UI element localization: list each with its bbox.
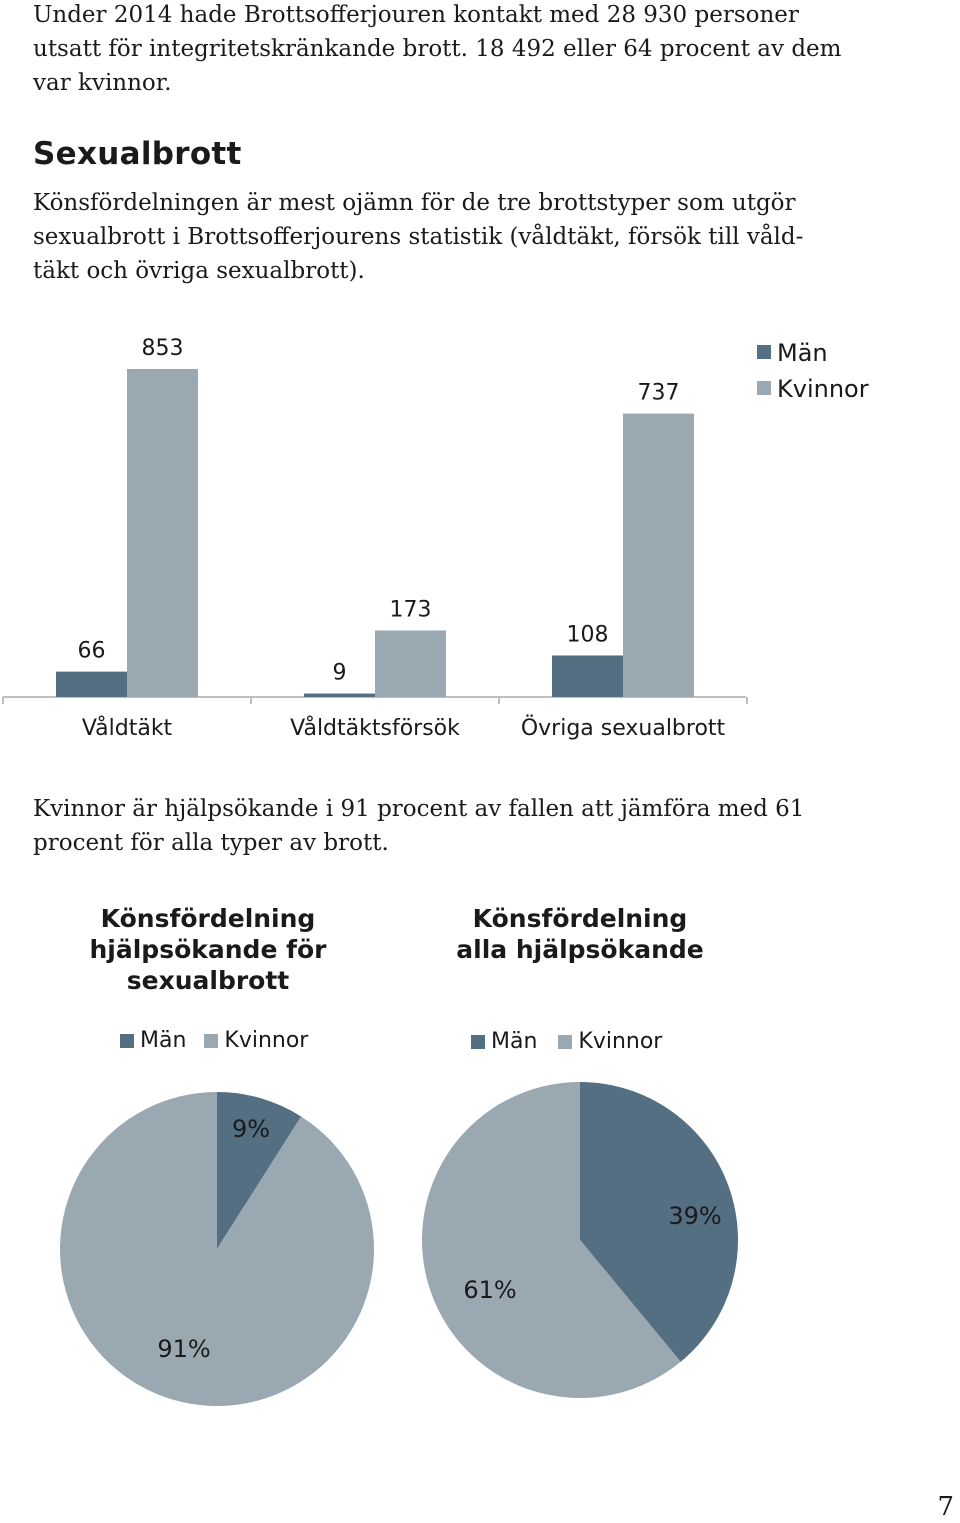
bar-men [552,655,623,697]
data-label: 66 [78,639,106,664]
pie-all-legend: Män Kvinnor [471,1029,662,1054]
legend-label-men: Män [140,1028,187,1053]
category-label: Våldtäktsförsök [290,715,460,741]
data-label: 173 [390,597,432,622]
pie-sexual-legend: Män Kvinnor [120,1028,308,1053]
legend-swatch-women [757,381,771,395]
pie-all-slice-label: 39% [668,1202,721,1230]
legend-label-women: Kvinnor [224,1028,309,1053]
data-label: 108 [567,622,609,647]
section-paragraph: Könsfördelningen är mest ojämn för de tr… [33,186,804,288]
bar-women [375,630,446,697]
section-line: sexualbrott i Brottsofferjourens statist… [33,224,804,250]
section-heading: Sexualbrott [33,136,242,172]
pie-all-slice-men [580,1082,739,1362]
pie-sexual-slice-label: 9% [232,1115,270,1143]
data-label: 737 [638,381,680,406]
bar-men [304,693,375,697]
data-label: 9 [333,661,347,686]
intro-paragraph: Under 2014 hade Brottsofferjouren kontak… [33,0,842,100]
legend-label-men: Män [491,1029,538,1054]
pie-all-slice-women [422,1082,681,1399]
legend-label-men: Män [777,339,828,367]
pie-sexual-slice-label: 91% [157,1335,210,1363]
legend-swatch-women [204,1033,219,1048]
legend-swatch-men [120,1033,134,1048]
bar-women [127,369,198,697]
legend-label-women: Kvinnor [777,375,869,403]
category-label: Övriga sexualbrott [521,715,726,741]
section-line: Könsfördelningen är mest ojämn för de tr… [33,190,796,216]
page-number: 7 [937,1492,954,1522]
bar-women [623,413,694,697]
pie-sexual-title: Könsfördelning hjälpsökande för sexualbr… [60,903,356,996]
intro-line: utsatt för integritetskränkande brott. 1… [33,36,842,62]
help-line: procent för alla typer av brott. [33,830,389,856]
help-paragraph: Kvinnor är hjälpsökande i 91 procent av … [33,792,813,860]
legend-swatch-men [757,345,771,359]
pie-all-slice-label: 61% [463,1276,516,1304]
pie-sexual-title-line: hjälpsökande för [89,935,327,964]
legend-swatch-women [558,1034,573,1049]
category-label: Våldtäkt [82,715,173,741]
bar-chart: 66 853 Våldtäkt 9 173 Våldtäktsförsök 108 737 Öv… [2,336,869,741]
pie-all-title-line: alla hjälpsökande [456,935,704,964]
pie-all-title: Könsfördelning alla hjälpsökande [430,903,730,965]
section-line: täkt och övriga sexualbrott). [33,258,365,284]
pie-sexual-title-line: sexualbrott [126,966,290,995]
intro-line: var kvinnor. [33,70,172,96]
help-line: Kvinnor är hjälpsökande i 91 procent av … [33,796,805,822]
pie-sexual-slice-men [217,1092,302,1249]
pie-all-title-line: Könsfördelning [472,904,688,933]
intro-line: Under 2014 hade Brottsofferjouren kontak… [33,2,799,28]
pie-sexual-title-line: Könsfördelning [100,904,316,933]
data-label: 853 [142,336,184,361]
bar-men [56,671,127,697]
pie-sexual-slice-women [60,1092,375,1406]
legend-label-women: Kvinnor [578,1029,663,1054]
legend-swatch-men [471,1034,485,1049]
